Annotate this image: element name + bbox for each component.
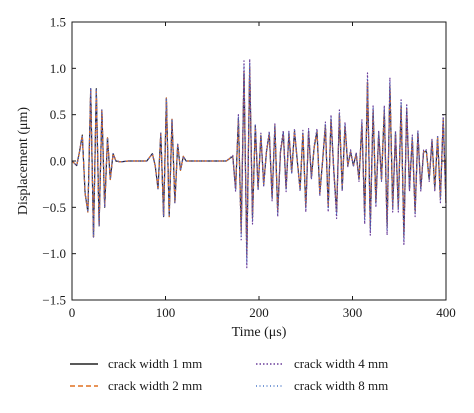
y-tick-label: −1.0 — [42, 246, 66, 261]
legend-item-2: crack width 2 mm — [70, 378, 202, 393]
x-axis-title: Time (μs) — [232, 325, 287, 340]
legend-item-4: crack width 8 mm — [256, 378, 388, 393]
legend-item-3: crack width 4 mm — [256, 356, 388, 371]
series-line-4 — [71, 62, 447, 264]
y-tick-label: 1.0 — [50, 61, 66, 76]
legend-label: crack width 1 mm — [108, 356, 202, 371]
y-tick-label: 1.5 — [50, 15, 66, 30]
x-tick-label: 300 — [343, 305, 363, 320]
series-line-3 — [71, 58, 447, 269]
y-tick-label: −0.5 — [42, 200, 66, 215]
x-tick-label: 200 — [249, 305, 269, 320]
ticks-layer: 0 100 200 300 400 1.5 1.0 0.5 0.0 −0.5 −1.0 −1.5 — [42, 15, 455, 321]
legend-label: crack width 4 mm — [294, 356, 388, 371]
y-tick-label: −1.5 — [42, 293, 66, 308]
y-axis-title: Displacement (μm) — [16, 107, 31, 216]
legend-label: crack width 2 mm — [108, 378, 202, 393]
x-tick-label: 0 — [69, 305, 76, 320]
legend-label: crack width 8 mm — [294, 378, 388, 393]
y-tick-label: 0.5 — [50, 107, 66, 122]
x-tick-label: 400 — [436, 305, 456, 320]
series-layer — [71, 58, 447, 269]
legend: crack width 1 mm crack width 2 mm crack wi… — [70, 356, 388, 393]
y-tick-label: 0.0 — [50, 154, 66, 169]
x-tick-label: 100 — [156, 305, 176, 320]
legend-item-1: crack width 1 mm — [70, 356, 202, 371]
